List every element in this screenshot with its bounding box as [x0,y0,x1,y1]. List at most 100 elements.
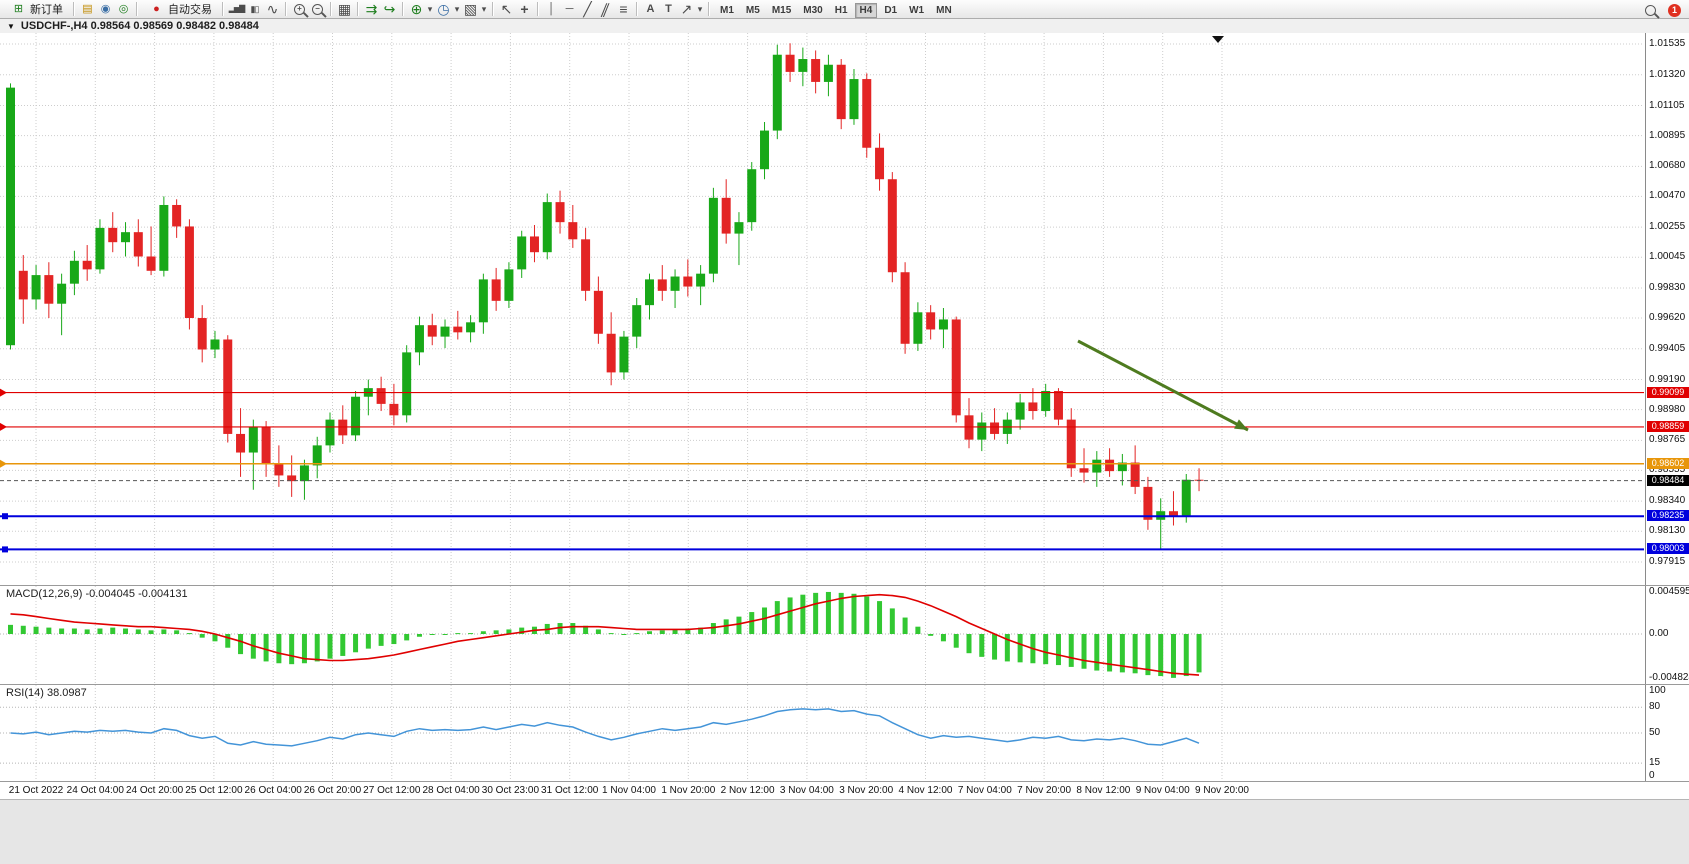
market-icon[interactable]: ◉ [100,3,111,15]
search-icon[interactable] [1642,2,1659,18]
macd-bar [506,629,512,634]
timeframe-m5[interactable]: M5 [741,3,765,18]
arrows-icon[interactable]: ↗ [680,1,693,17]
toolbar-separator [136,2,138,16]
fibonacci-icon[interactable]: ≡ [619,1,628,17]
time-tick: 28 Oct 04:00 [422,785,480,796]
channel-icon[interactable]: ∥ [598,1,613,17]
periods-caret-icon[interactable]: ▾ [454,4,460,14]
time-axis[interactable]: 21 Oct 2022 24 Oct 04:00 24 Oct 20:00 25 Oc… [0,781,1689,799]
macd-bar [1017,634,1023,663]
timeframe-m1[interactable]: M1 [715,3,739,18]
cursor-icon[interactable]: ↖ [500,1,513,17]
timeframe-toolbar: M1 M5 M15 M30 H1 H4 D1 W1 MN [714,0,958,18]
toolbar-separator [537,2,539,16]
chart-shift-marker[interactable] [1212,36,1224,43]
candle [427,325,437,337]
timeframe-h4[interactable]: H4 [854,3,878,18]
macd-bar [595,629,601,634]
auto-trading-button[interactable]: ● 自动交易 [142,1,218,18]
candle [325,419,335,446]
toolbar-separator [492,2,494,16]
macd-bar [404,634,410,641]
time-tick: 30 Oct 23:00 [481,785,540,796]
indicators-caret-icon[interactable]: ▾ [427,4,433,14]
toolbar-separator [222,2,224,16]
macd-bar [135,629,141,634]
timeframe-m15[interactable]: M15 [767,3,796,18]
time-tick: 7 Nov 20:00 [1017,785,1072,796]
auto-scroll-icon[interactable]: ⇉ [365,1,378,17]
candle [708,197,718,274]
candle [606,333,616,373]
window-menu-icon[interactable]: ▼ [7,21,15,31]
zoom-out-icon[interactable]: − [309,1,326,17]
macd-bar [33,626,39,634]
macd-bar [659,630,665,634]
price-tick: 1.00470 [1649,190,1686,202]
metaeditor-icon[interactable]: ▤ [82,3,93,15]
label-icon[interactable]: T [665,3,672,15]
price-chart-pane[interactable]: 1.01535 1.01320 1.01105 1.00895 1.00680 1.004… [0,33,1689,585]
timeframe-w1[interactable]: W1 [904,3,929,18]
periods-icon[interactable]: ◷ [437,1,450,17]
crosshair-icon[interactable]: + [520,1,529,17]
macd-bar [212,634,218,642]
vertical-line-icon[interactable]: │ [548,3,555,15]
price-tick: 1.01535 [1649,38,1686,49]
chart-shift-icon[interactable]: ↪ [383,1,396,17]
candle [440,326,450,337]
candle [1092,459,1102,473]
candle [875,147,885,180]
candle [402,352,412,416]
price-tick: 1.00680 [1649,160,1686,172]
timeframe-h1[interactable]: H1 [830,3,853,18]
time-tick: 3 Nov 04:00 [779,785,834,796]
rsi-pane[interactable]: RSI(14) 38.0987 100 80 50 15 0 [0,684,1689,781]
macd-bar [570,623,576,634]
templates-icon[interactable]: ▧ [463,1,478,17]
macd-bar [825,591,831,634]
candle [121,232,131,243]
hline-handle[interactable] [0,422,7,431]
macd-bar [992,634,998,660]
macd-bar [800,594,806,634]
macd-bar [1132,634,1138,674]
new-order-button[interactable]: ⊞ 新订单 [4,1,69,18]
horizontal-line-icon[interactable]: ─ [565,3,574,15]
arrows-caret-icon[interactable]: ▾ [697,4,703,14]
hline-handle[interactable] [2,546,8,553]
timeframe-mn[interactable]: MN [931,3,957,18]
macd-label: MACD(12,26,9) -0.004045 -0.004131 [6,588,188,600]
trend-arrow[interactable] [1077,339,1249,432]
macd-bar [647,631,652,634]
templates-caret-icon[interactable]: ▾ [481,4,487,14]
time-tick: 1 Nov 04:00 [602,785,656,796]
text-icon[interactable]: A [646,3,655,15]
tile-windows-icon[interactable]: ▦ [337,1,352,17]
time-tick: 27 Oct 12:00 [363,785,421,796]
price-axis[interactable]: 1.01535 1.01320 1.01105 1.00895 1.00680 1.004… [1645,33,1689,585]
trendline-icon[interactable]: ╱ [583,1,592,17]
candle [747,169,757,223]
hline-handle[interactable] [0,459,7,468]
indicators-icon[interactable]: ⊕ [410,1,423,17]
bar-chart-icon[interactable]: ▂▅▇ [228,4,245,13]
timeframe-m30[interactable]: M30 [798,3,827,18]
candle [146,256,156,271]
hline-handle[interactable] [2,513,8,520]
toolbar-separator [285,2,287,16]
candle [1041,391,1051,412]
candle [1130,462,1140,487]
zoom-in-icon[interactable]: + [291,1,308,17]
line-chart-icon[interactable]: ∿ [266,1,279,17]
rsi-tick: 15 [1649,757,1661,769]
timeframe-d1[interactable]: D1 [879,3,902,18]
notification-badge[interactable]: 1 [1668,3,1681,17]
macd-pane[interactable]: MACD(12,26,9) -0.004045 -0.004131 0.0045… [0,585,1689,684]
hline-handle[interactable] [0,388,7,397]
candlestick-icon[interactable]: ▮▯ [250,4,260,14]
macd-bar [966,634,972,654]
signals-icon[interactable]: ◎ [118,3,129,15]
price-chart-canvas[interactable] [0,33,1644,585]
